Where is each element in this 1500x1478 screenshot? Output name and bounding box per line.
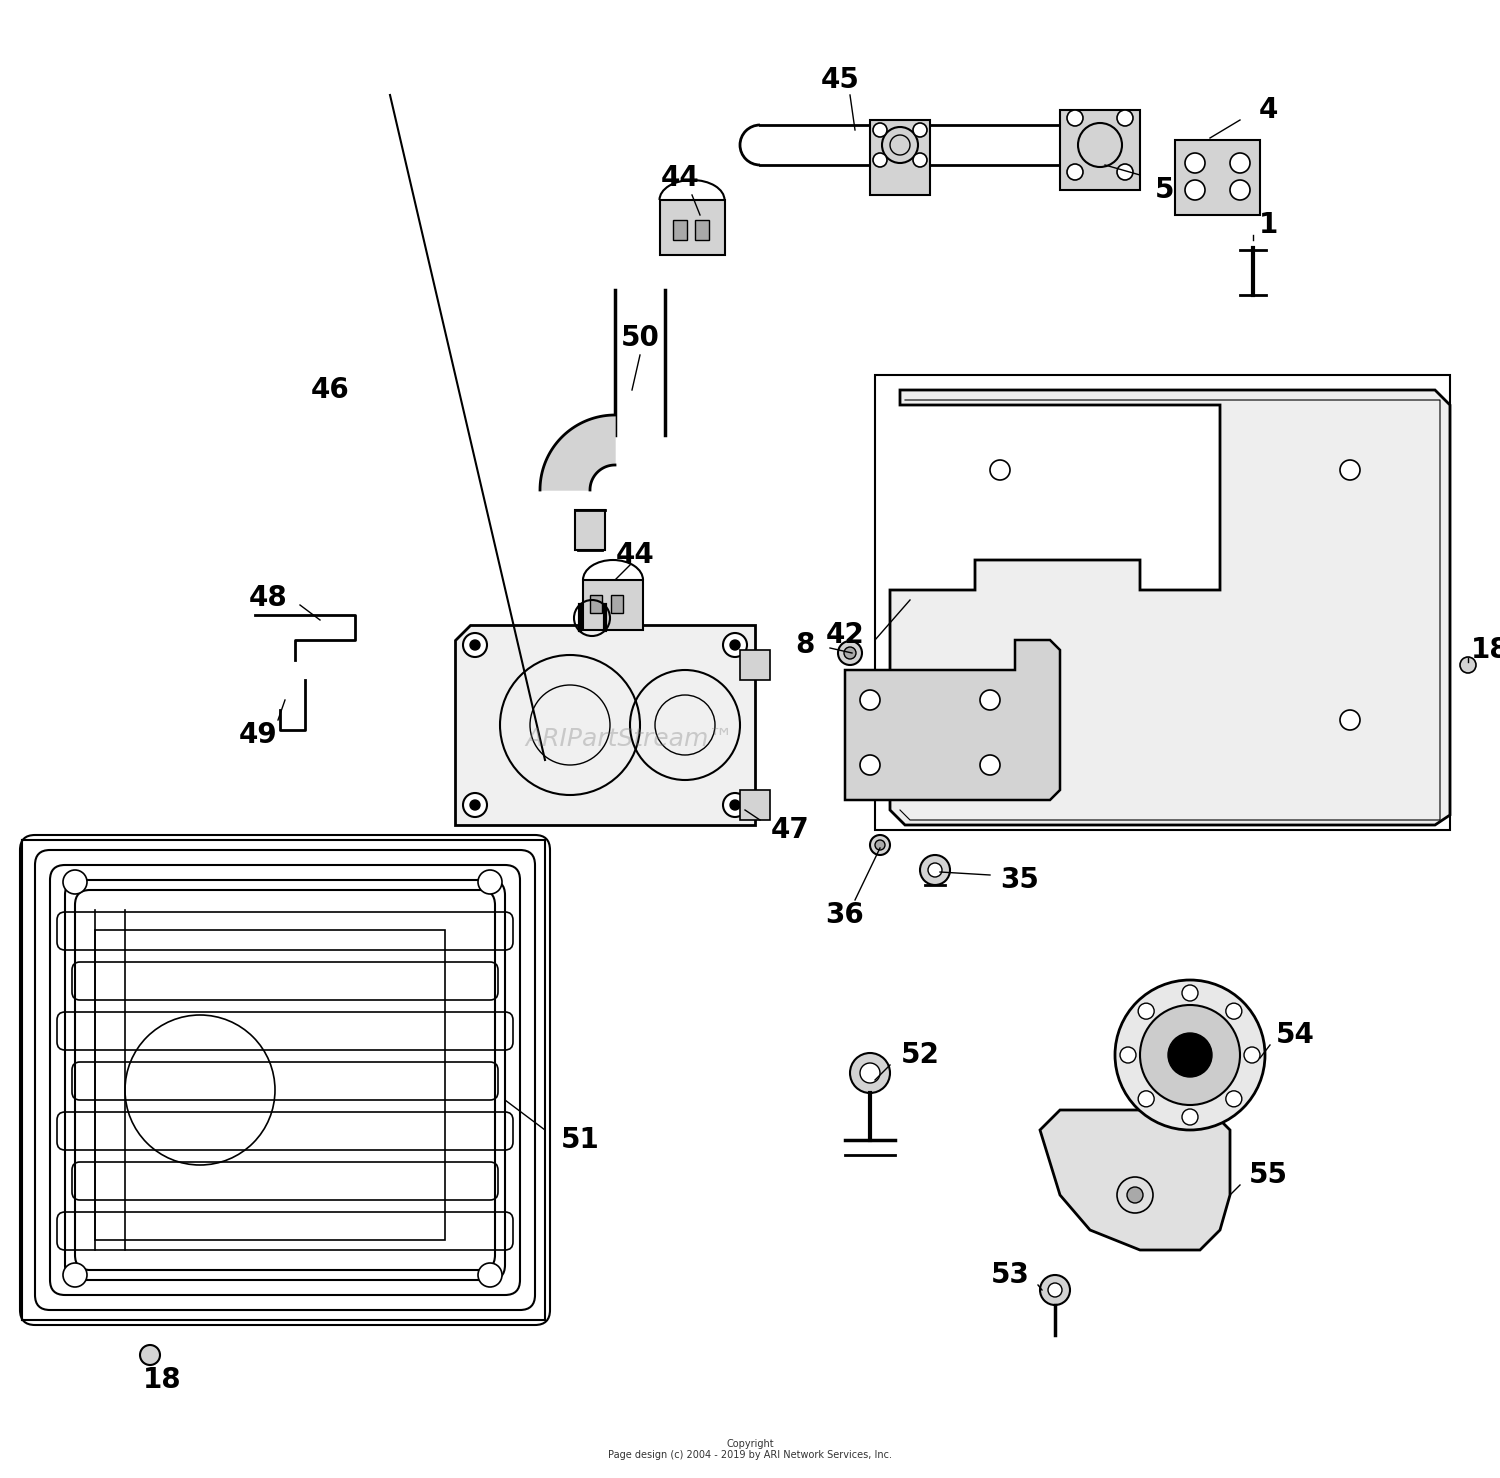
Circle shape — [1168, 1033, 1212, 1077]
Polygon shape — [540, 415, 615, 491]
Circle shape — [1185, 154, 1204, 173]
Circle shape — [1244, 1046, 1260, 1063]
Circle shape — [839, 641, 862, 665]
Polygon shape — [1040, 1110, 1230, 1250]
Text: 51: 51 — [561, 1126, 600, 1154]
Circle shape — [920, 854, 950, 885]
Bar — [610, 596, 622, 613]
Text: 45: 45 — [821, 67, 860, 95]
Circle shape — [1138, 1004, 1154, 1020]
Circle shape — [63, 871, 87, 894]
Circle shape — [1066, 109, 1083, 126]
Text: 50: 50 — [621, 324, 660, 352]
Circle shape — [1185, 180, 1204, 200]
Text: 44: 44 — [615, 541, 654, 569]
Circle shape — [1460, 658, 1476, 672]
Bar — [1174, 140, 1260, 214]
Circle shape — [873, 154, 886, 167]
Circle shape — [1040, 1276, 1070, 1305]
Circle shape — [1182, 1108, 1198, 1125]
Circle shape — [1140, 1005, 1240, 1106]
Circle shape — [470, 800, 480, 810]
Bar — [694, 220, 709, 239]
Circle shape — [990, 460, 1010, 480]
Text: 8: 8 — [795, 631, 814, 659]
Text: 5: 5 — [1155, 176, 1174, 204]
Text: 42: 42 — [825, 621, 864, 649]
Circle shape — [1226, 1004, 1242, 1020]
Circle shape — [464, 633, 488, 658]
Circle shape — [914, 154, 927, 167]
Circle shape — [850, 1052, 889, 1094]
Text: 18: 18 — [142, 1366, 182, 1394]
Circle shape — [1120, 1046, 1136, 1063]
Bar — [674, 220, 687, 239]
Text: 46: 46 — [310, 375, 350, 403]
Circle shape — [859, 690, 880, 709]
Text: 35: 35 — [1000, 866, 1039, 894]
Bar — [870, 120, 930, 195]
Circle shape — [990, 709, 1010, 730]
Bar — [1060, 109, 1140, 191]
Circle shape — [870, 835, 889, 854]
Circle shape — [470, 640, 480, 650]
Text: 44: 44 — [660, 164, 699, 192]
Bar — [574, 510, 604, 550]
Circle shape — [980, 690, 1000, 709]
Text: 36: 36 — [825, 902, 864, 930]
Bar — [584, 579, 644, 630]
Circle shape — [1126, 1187, 1143, 1203]
Circle shape — [1118, 164, 1132, 180]
Circle shape — [1114, 980, 1264, 1131]
Text: 4: 4 — [1258, 96, 1278, 124]
Circle shape — [1182, 984, 1198, 1001]
Circle shape — [730, 640, 740, 650]
Bar — [740, 791, 770, 820]
Circle shape — [1048, 1283, 1062, 1298]
Circle shape — [1230, 180, 1250, 200]
Text: 48: 48 — [249, 584, 288, 612]
Text: 52: 52 — [900, 1041, 939, 1069]
Circle shape — [859, 1063, 880, 1083]
Circle shape — [844, 647, 856, 659]
Circle shape — [478, 1264, 502, 1287]
Text: 55: 55 — [1248, 1162, 1287, 1188]
Polygon shape — [844, 640, 1060, 800]
Circle shape — [928, 863, 942, 876]
Circle shape — [723, 633, 747, 658]
Circle shape — [1226, 1091, 1242, 1107]
Bar — [94, 930, 446, 1240]
Circle shape — [1340, 709, 1360, 730]
Circle shape — [914, 123, 927, 137]
Circle shape — [478, 871, 502, 894]
Text: 1: 1 — [1258, 211, 1278, 239]
Circle shape — [1138, 1091, 1154, 1107]
Text: 53: 53 — [990, 1261, 1029, 1289]
Circle shape — [1230, 154, 1250, 173]
Circle shape — [140, 1345, 160, 1366]
Text: Copyright
Page design (c) 2004 - 2019 by ARI Network Services, Inc.: Copyright Page design (c) 2004 - 2019 by… — [608, 1438, 892, 1460]
Circle shape — [859, 755, 880, 774]
Circle shape — [1340, 460, 1360, 480]
Circle shape — [980, 755, 1000, 774]
Text: 18: 18 — [1470, 636, 1500, 664]
Circle shape — [873, 123, 886, 137]
Circle shape — [1066, 164, 1083, 180]
Text: 49: 49 — [238, 721, 278, 749]
Bar — [874, 375, 1450, 831]
Polygon shape — [890, 390, 1450, 825]
Text: ARIPartStream™: ARIPartStream™ — [526, 727, 734, 751]
Bar — [740, 650, 770, 680]
Polygon shape — [454, 625, 754, 825]
Circle shape — [874, 840, 885, 850]
Bar — [590, 596, 602, 613]
Circle shape — [723, 794, 747, 817]
Text: 47: 47 — [771, 816, 810, 844]
Text: 54: 54 — [1275, 1021, 1314, 1049]
Circle shape — [63, 1264, 87, 1287]
Bar — [660, 200, 724, 256]
Circle shape — [464, 794, 488, 817]
Circle shape — [1118, 109, 1132, 126]
Circle shape — [730, 800, 740, 810]
